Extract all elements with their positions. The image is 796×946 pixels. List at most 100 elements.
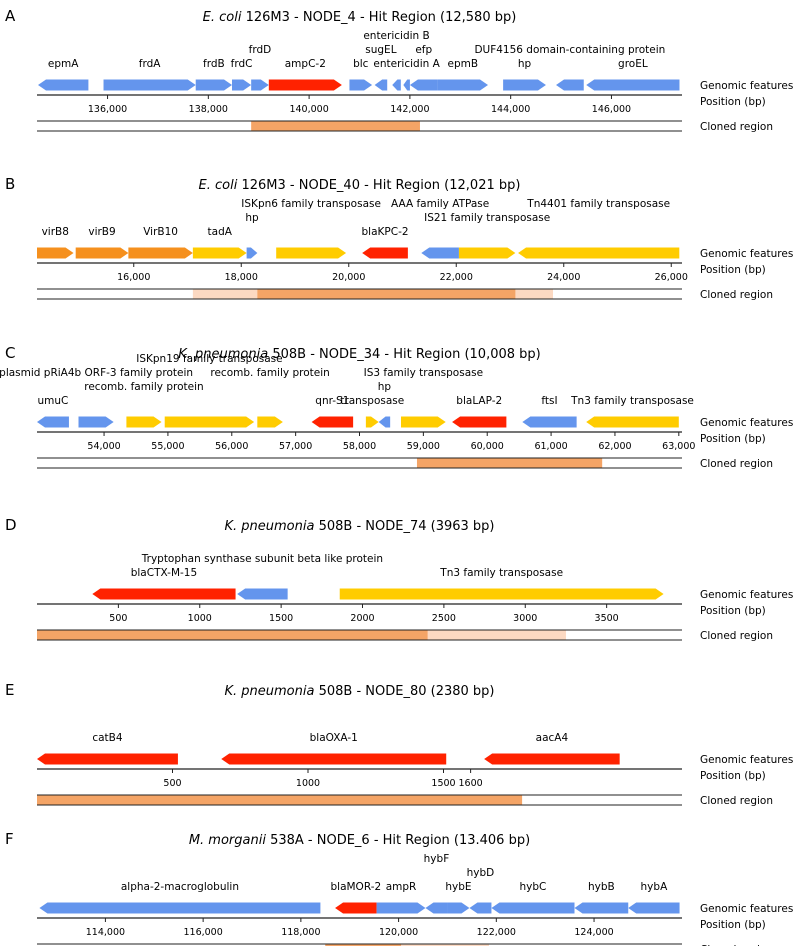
panel-letter: C — [5, 344, 15, 362]
gene-label: VirB10 — [143, 226, 178, 238]
gene-label: hybD — [467, 867, 495, 879]
row-label-position: Position (bp) — [700, 605, 766, 617]
gene-label: umuC — [38, 395, 69, 407]
gene-label: virB8 — [42, 226, 69, 238]
panel-letter: F — [5, 830, 14, 848]
row-label-genomic-features: Genomic features — [700, 754, 793, 766]
gene-label: frdC — [231, 58, 253, 70]
gene-label: DUF4156 domain-containing protein — [474, 44, 665, 56]
panel-title-organism: K. pneumonia — [225, 684, 315, 699]
tick-label: 26,000 — [655, 272, 688, 283]
tick-label: 140,000 — [289, 104, 328, 115]
gene-label: ampR — [386, 881, 417, 893]
row-label-position: Position (bp) — [700, 770, 766, 782]
gene-label: tadA — [208, 226, 233, 238]
tick-label: 56,000 — [215, 441, 248, 452]
gene-label: epmB — [448, 58, 479, 70]
tick-label: 24,000 — [547, 272, 580, 283]
gene-label: blaOXA-1 — [310, 732, 358, 744]
tick-label: 146,000 — [592, 104, 631, 115]
panel-title-organism: K. pneumonia — [225, 519, 315, 534]
row-label-cloned-region: Cloned region — [700, 121, 773, 133]
tick-label: 62,000 — [598, 441, 631, 452]
panel-title: M. morganii 538A - NODE_6 - Hit Region (… — [189, 833, 530, 848]
tick-label: 138,000 — [189, 104, 228, 115]
gene-arrow — [425, 902, 448, 914]
tick-label: 120,000 — [379, 927, 418, 938]
gene-label: virB9 — [88, 226, 115, 238]
tick-label: 18,000 — [225, 272, 258, 283]
tick-label: 1500 — [431, 778, 455, 789]
gene-arrow — [574, 902, 629, 914]
panel-letter: B — [5, 175, 15, 193]
gene-label: transposase — [340, 395, 404, 407]
gene-arrow — [437, 79, 488, 91]
gene-arrow — [447, 902, 470, 914]
tick-label: 22,000 — [440, 272, 473, 283]
tick-label: 3000 — [513, 613, 537, 624]
gene-arrow — [37, 416, 69, 428]
cloned-region-bar — [37, 630, 428, 640]
tick-label: 63,000 — [662, 441, 695, 452]
gene-arrow — [469, 902, 492, 914]
panel-title-region: 538A - NODE_6 - Hit Region (13.406 bp) — [266, 833, 530, 848]
tick-label: 144,000 — [491, 104, 530, 115]
gene-label: blc — [353, 58, 369, 70]
tick-label: 1000 — [296, 778, 320, 789]
panel-title-organism: E. coli — [203, 10, 242, 25]
gene-arrow — [378, 416, 391, 428]
panel-title-organism: M. morganii — [189, 833, 267, 848]
gene-arrow — [192, 247, 247, 259]
tick-label: 57,000 — [279, 441, 312, 452]
panel-title: K. pneumonia 508B - NODE_34 - Hit Region… — [178, 347, 540, 362]
gene-label: hp — [518, 58, 532, 70]
gene-label: qnr-S1 — [315, 395, 349, 407]
gene-label: alpha-2-macroglobulin — [121, 881, 239, 893]
gene-label: catB4 — [92, 732, 123, 744]
row-label-cloned-region: Cloned region — [700, 458, 773, 470]
gene-label: ISKpn19 family transposase — [136, 353, 282, 365]
gene-arrow — [458, 247, 516, 259]
gene-arrow — [311, 416, 354, 428]
tick-label: 114,000 — [86, 927, 125, 938]
panel-title-region: 508B - NODE_80 (2380 bp) — [314, 684, 494, 699]
cloned-region-bar — [325, 944, 402, 946]
gene-label: hybC — [520, 881, 547, 893]
gene-arrow — [257, 416, 283, 428]
cloned-region-bar — [325, 944, 489, 946]
row-label-genomic-features: Genomic features — [700, 589, 793, 601]
gene-arrow — [409, 79, 438, 91]
gene-label: entericidin A — [373, 58, 440, 70]
panel-title: E. coli 126M3 - NODE_40 - Hit Region (12… — [199, 178, 521, 193]
tick-label: 124,000 — [574, 927, 613, 938]
gene-arrow — [518, 247, 680, 259]
gene-arrow — [276, 247, 347, 259]
gene-arrow — [403, 79, 410, 91]
gene-arrow — [392, 79, 401, 91]
tick-label: 136,000 — [88, 104, 127, 115]
gene-arrow — [103, 79, 196, 91]
tick-label: 1000 — [188, 613, 212, 624]
gene-arrow — [164, 416, 255, 428]
gene-arrow — [38, 79, 89, 91]
panel-title-organism: E. coli — [199, 178, 238, 193]
row-label-genomic-features: Genomic features — [700, 248, 793, 260]
gene-label: hybF — [424, 853, 450, 865]
gene-arrow — [39, 902, 321, 914]
gene-arrow — [221, 753, 447, 765]
panel-a: A E. coli 126M3 - NODE_4 - Hit Region (12… — [5, 7, 793, 133]
panel-title-region: 508B - NODE_34 - Hit Region (10,008 bp) — [268, 347, 541, 362]
tick-label: 2500 — [432, 613, 456, 624]
gene-label: ftsI — [541, 395, 557, 407]
gene-label: hybB — [588, 881, 615, 893]
row-label-position: Position (bp) — [700, 264, 766, 276]
gene-label: epmA — [48, 58, 79, 70]
gene-arrow — [339, 588, 664, 600]
gene-label: blaKPC-2 — [362, 226, 409, 238]
gene-arrow — [126, 416, 162, 428]
gene-label: blaLAP-2 — [456, 395, 502, 407]
cloned-region-bar — [37, 795, 523, 805]
tick-label: 500 — [109, 613, 127, 624]
tick-label: 118,000 — [281, 927, 320, 938]
